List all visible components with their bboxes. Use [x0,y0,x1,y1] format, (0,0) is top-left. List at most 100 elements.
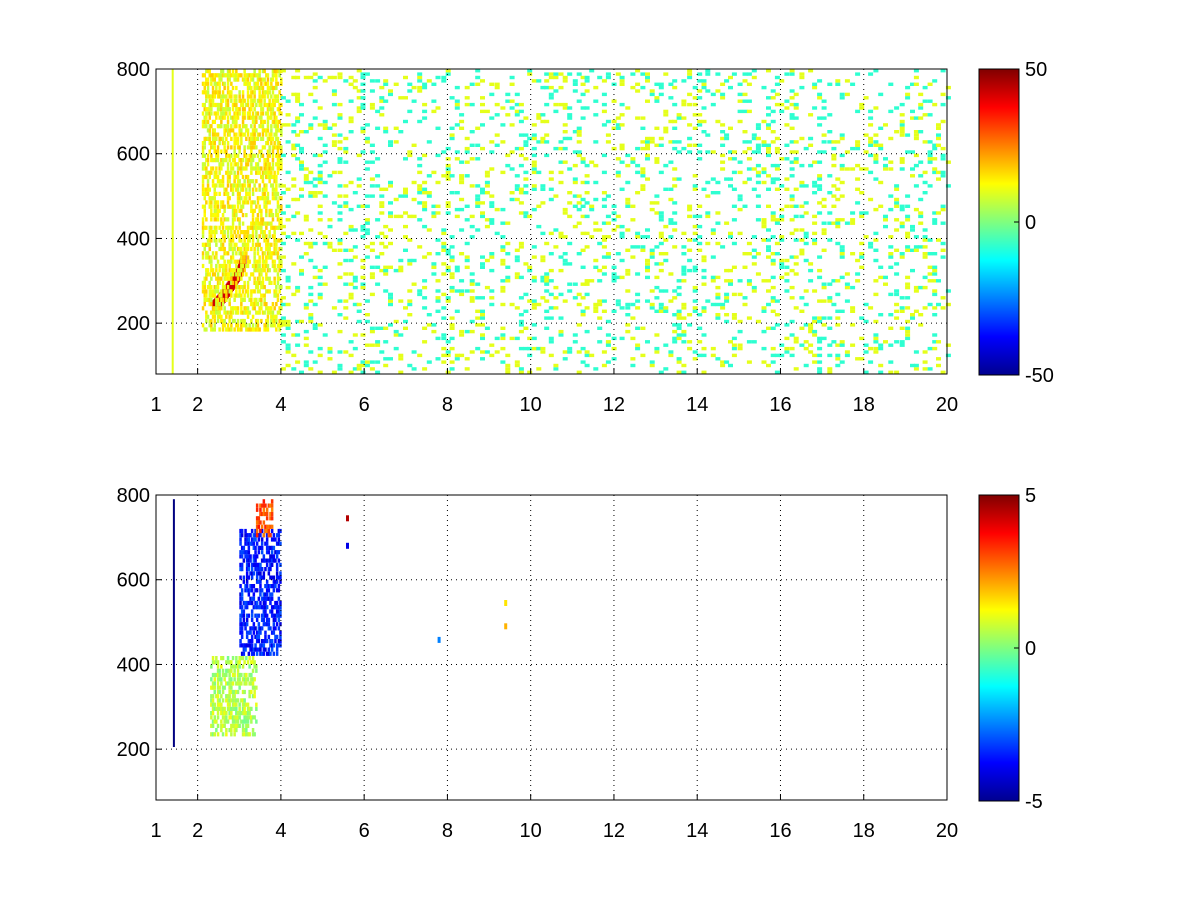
noise-cell [411,143,417,147]
noise-cell [475,309,481,313]
noise-cell [663,126,669,130]
noise-cell [635,89,641,93]
region-cell [239,630,242,635]
noise-cell [285,218,291,222]
noise-cell [580,360,586,364]
noise-cell [619,235,625,239]
noise-cell [489,150,495,154]
noise-cell [672,184,678,188]
region-cell [239,533,242,538]
region-cell [247,558,251,563]
noise-cell [766,69,771,73]
region-cell [216,285,220,290]
noise-cell [635,245,641,249]
noise-cell [645,153,650,158]
region-cell [249,647,252,652]
noise-cell [337,241,343,246]
region-cell [262,647,266,652]
region-cell [240,102,243,108]
noise-cell [435,153,441,158]
noise-cell [459,279,465,283]
region-cell [248,656,251,661]
region-cell [251,208,255,213]
noise-cell [489,221,495,225]
region-cell [263,170,266,175]
region-cell [210,200,213,205]
noise-cell [291,177,297,181]
region-cell [251,90,255,95]
noise-cell [839,245,845,249]
region-cell [247,533,251,538]
noise-cell [894,272,900,276]
noise-cell [548,75,554,80]
noise-cell [562,75,568,80]
region-cell [270,166,273,171]
region-cell [230,255,233,260]
noise-cell [658,231,664,236]
noise-cell [681,252,687,256]
region-cell [225,170,228,175]
region-cell [231,251,235,256]
region-cell [253,280,256,285]
region-cell [271,153,275,158]
y-tick-label: 200 [117,313,150,335]
noise-cell [808,326,814,330]
region-cell [243,77,246,82]
noise-cell [500,346,506,351]
noise-cell [812,191,818,195]
region-cell [247,651,251,656]
noise-cell [331,143,337,147]
region-cell [265,183,268,188]
region-cell [261,111,265,116]
region-cell [264,528,267,534]
noise-cell [793,340,799,344]
noise-cell [808,268,814,273]
region-cell [265,162,268,167]
noise-cell [615,72,621,76]
noise-cell [793,306,799,310]
region-cell [216,677,220,682]
noise-cell [640,85,646,90]
region-cell [210,293,213,298]
noise-cell [518,275,524,280]
noise-cell [894,340,900,344]
noise-cell [649,289,655,293]
noise-cell [469,289,475,293]
noise-cell [360,235,366,239]
region-cell [253,289,256,294]
noise-cell [692,231,698,236]
region-cell [265,588,269,593]
noise-cell [899,306,905,310]
region-cell [211,98,215,103]
region-cell [210,98,213,103]
noise-cell [308,75,314,80]
noise-cell [536,170,542,175]
region-cell [250,651,254,656]
noise-cell [435,126,441,130]
noise-cell [464,258,470,263]
region-cell [252,533,256,538]
region-cell [206,77,210,82]
region-cell [275,327,278,332]
region-cell [206,314,210,319]
region-cell [260,98,263,103]
noise-cell [337,350,343,354]
noise-cell [480,336,485,341]
region-cell [220,102,223,108]
noise-cell [337,140,343,144]
region-cell [265,141,268,146]
region-cell [223,124,226,129]
region-cell [243,293,246,298]
noise-cell [531,336,537,341]
noise-cell [868,170,874,175]
noise-cell [576,72,582,76]
noise-cell [531,146,537,151]
region-cell [275,634,279,639]
noise-cell [658,370,664,374]
noise-cell [625,204,631,208]
region-cell [253,268,256,273]
region-cell [278,107,281,112]
region-cell [231,672,235,678]
noise-cell [701,306,707,310]
